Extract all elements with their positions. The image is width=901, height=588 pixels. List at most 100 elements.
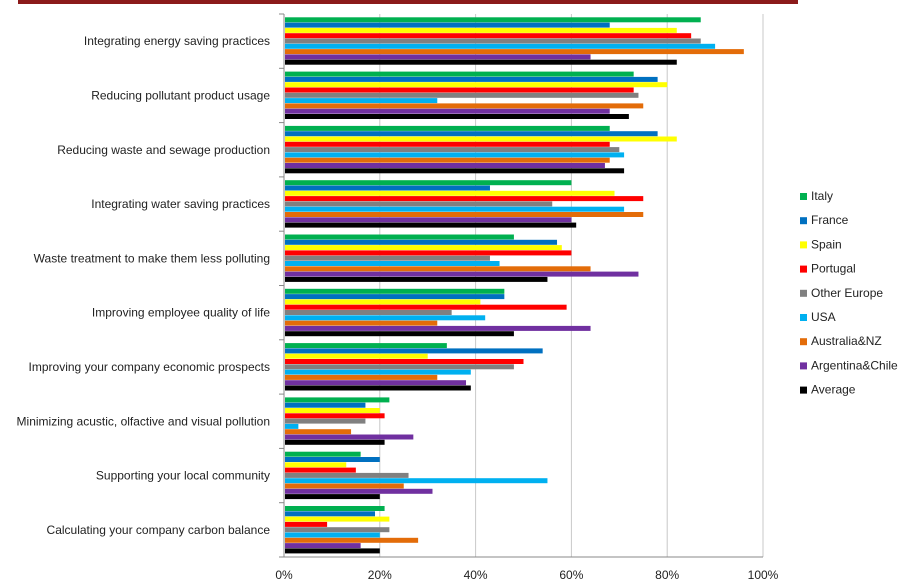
bar: [285, 402, 366, 408]
bar: [285, 114, 629, 119]
bar: [285, 429, 352, 435]
bar: [285, 152, 625, 158]
bar: [285, 369, 471, 375]
bar: [285, 353, 428, 359]
bar: [285, 310, 452, 315]
bar: [285, 190, 615, 196]
bar: [285, 76, 658, 82]
bar: [285, 299, 481, 305]
bar: [285, 141, 610, 147]
bar: [285, 478, 548, 484]
bar: [285, 348, 543, 354]
bar: [285, 108, 610, 114]
bar: [285, 413, 385, 419]
bar: [285, 250, 572, 256]
bar: [285, 451, 361, 457]
category-labels: Integrating energy saving practices Reduc…: [17, 34, 271, 537]
bar: [285, 423, 299, 429]
bar: [285, 234, 514, 240]
bar: [285, 271, 639, 277]
category-label: Improving your company economic prospect…: [29, 360, 270, 374]
category-label: Integrating energy saving practices: [84, 34, 270, 48]
bar: [285, 364, 514, 370]
bar: [285, 457, 380, 462]
bar: [285, 521, 328, 527]
x-tick-label: 100%: [748, 568, 779, 582]
bar: [285, 245, 562, 251]
bar: [285, 408, 380, 413]
legend-label: Other Europe: [811, 286, 883, 300]
bar: [285, 147, 620, 153]
legend-swatch: [800, 241, 807, 249]
bar: [285, 38, 701, 44]
bar: [285, 239, 558, 245]
bar: [285, 532, 380, 538]
category-label: Reducing pollutant product usage: [91, 88, 270, 102]
bar: [285, 157, 610, 163]
bar: [285, 49, 744, 55]
bar: [285, 54, 591, 60]
bar: [285, 261, 500, 266]
legend-swatch: [800, 338, 807, 346]
bar: [285, 22, 610, 28]
bar: [285, 125, 610, 131]
category-label: Waste treatment to make them less pollut…: [34, 251, 270, 265]
bar: [285, 343, 447, 349]
legend-swatch: [800, 217, 807, 225]
bar: [285, 527, 390, 533]
top-accent-bar: [18, 0, 798, 4]
bar: [285, 288, 505, 294]
x-tick-label: 60%: [559, 568, 583, 582]
bar: [285, 462, 347, 468]
legend-label: Argentina&Chile: [811, 358, 898, 372]
category-label: Minimizing acustic, olfactive and visual…: [17, 414, 270, 428]
bar: [285, 434, 414, 440]
legend-swatch: [800, 193, 807, 200]
axis-layer: 0% 20% 40% 60% 80% 100%: [275, 13, 779, 582]
bar: [285, 467, 356, 473]
bar: [285, 212, 644, 217]
legend-swatch: [800, 265, 807, 273]
bar: [285, 185, 490, 191]
bar: [285, 87, 634, 93]
x-tick-label: 40%: [464, 568, 488, 582]
bar: [285, 180, 572, 186]
legend-label: France: [811, 213, 849, 227]
bar: [285, 548, 380, 554]
bar: [285, 71, 634, 77]
bar: [285, 17, 701, 23]
category-label: Reducing waste and sewage production: [57, 143, 270, 157]
legend-swatch: [800, 314, 807, 321]
bar: [285, 359, 524, 364]
x-tick-label: 20%: [368, 568, 392, 582]
bar: [285, 315, 486, 321]
category-label: Calculating your company carbon balance: [47, 523, 271, 537]
bar: [285, 537, 419, 543]
bar: [285, 103, 644, 109]
bar: [285, 98, 438, 104]
bar: [285, 374, 438, 380]
legend: Italy France Spain Portugal Other Europe USA A…: [800, 189, 898, 397]
bar: [285, 543, 361, 549]
bar: [285, 511, 376, 517]
bar: [285, 494, 380, 500]
bar: [285, 320, 438, 326]
category-label: Supporting your local community: [96, 469, 270, 483]
bar: [285, 325, 591, 331]
legend-label: USA: [811, 310, 836, 324]
bar: [285, 33, 692, 39]
bar: [285, 43, 716, 49]
category-label: Integrating water saving practices: [91, 197, 270, 211]
bar: [285, 196, 644, 202]
bar: [285, 201, 553, 207]
legend-label: Average: [811, 383, 856, 397]
bar: [285, 27, 677, 33]
bar: [285, 380, 467, 386]
bar: [285, 266, 591, 272]
bar: [285, 276, 548, 282]
bar: [285, 506, 385, 511]
legend-swatch: [800, 289, 807, 297]
bar: [285, 304, 567, 310]
